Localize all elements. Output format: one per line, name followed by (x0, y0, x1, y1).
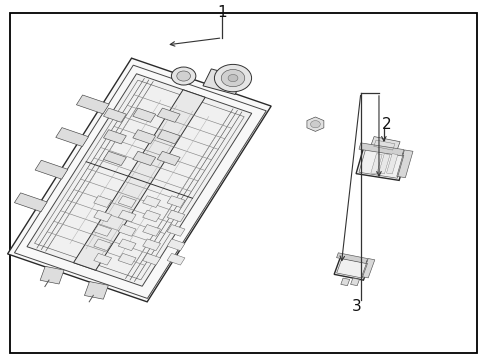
Polygon shape (306, 117, 323, 131)
Polygon shape (40, 266, 64, 284)
Polygon shape (336, 253, 367, 264)
Polygon shape (157, 108, 180, 122)
Circle shape (221, 69, 244, 87)
Polygon shape (340, 278, 349, 286)
Polygon shape (118, 210, 136, 222)
Polygon shape (386, 154, 397, 174)
Polygon shape (157, 151, 180, 166)
Polygon shape (142, 253, 160, 265)
Polygon shape (142, 210, 160, 222)
Polygon shape (103, 130, 126, 144)
Polygon shape (355, 147, 406, 180)
FancyArrowPatch shape (381, 136, 386, 141)
Circle shape (310, 121, 320, 128)
Polygon shape (14, 193, 47, 212)
Text: 1: 1 (217, 5, 227, 20)
Polygon shape (358, 143, 403, 156)
Polygon shape (370, 154, 382, 174)
Polygon shape (94, 210, 111, 222)
Polygon shape (133, 130, 155, 144)
Polygon shape (167, 239, 184, 251)
Polygon shape (167, 196, 184, 207)
Polygon shape (378, 154, 389, 174)
Polygon shape (118, 225, 136, 236)
Polygon shape (84, 282, 108, 299)
Polygon shape (35, 160, 68, 179)
Polygon shape (142, 239, 160, 251)
Circle shape (227, 75, 237, 82)
Circle shape (214, 64, 251, 92)
Polygon shape (103, 108, 126, 122)
Polygon shape (7, 58, 271, 302)
Polygon shape (73, 90, 205, 270)
Polygon shape (167, 210, 184, 222)
Polygon shape (157, 130, 180, 144)
Circle shape (171, 67, 196, 85)
Polygon shape (103, 151, 126, 166)
Polygon shape (118, 196, 136, 207)
Polygon shape (142, 196, 160, 207)
Polygon shape (76, 95, 109, 114)
Polygon shape (94, 253, 111, 265)
Text: 3: 3 (351, 299, 361, 314)
Circle shape (177, 71, 190, 81)
Polygon shape (56, 127, 88, 147)
Polygon shape (118, 239, 136, 251)
Polygon shape (370, 136, 399, 152)
Polygon shape (333, 256, 369, 280)
Polygon shape (361, 258, 374, 278)
Polygon shape (94, 239, 111, 251)
Polygon shape (167, 253, 184, 265)
Polygon shape (27, 74, 251, 286)
Polygon shape (94, 225, 111, 236)
Polygon shape (118, 253, 136, 265)
FancyArrowPatch shape (376, 96, 381, 176)
Polygon shape (133, 108, 155, 122)
Polygon shape (167, 225, 184, 236)
Polygon shape (396, 150, 412, 178)
Text: 2: 2 (381, 117, 390, 132)
Polygon shape (133, 151, 155, 166)
Polygon shape (203, 69, 243, 94)
FancyArrowPatch shape (170, 38, 219, 46)
Polygon shape (350, 278, 359, 286)
Polygon shape (94, 196, 111, 207)
FancyArrowPatch shape (339, 95, 360, 261)
Polygon shape (142, 225, 160, 236)
